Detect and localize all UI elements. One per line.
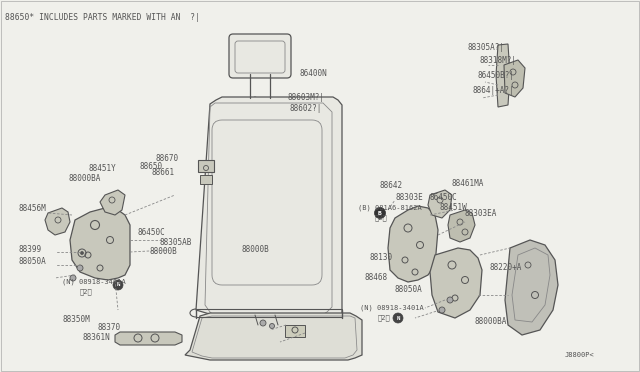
Polygon shape xyxy=(430,248,482,318)
Text: 88456M: 88456M xyxy=(18,203,45,212)
Circle shape xyxy=(393,313,403,323)
Text: 88602?|: 88602?| xyxy=(290,103,323,112)
Text: （2）: （2） xyxy=(375,215,388,221)
Text: 88370: 88370 xyxy=(97,324,120,333)
Text: 88650: 88650 xyxy=(140,161,163,170)
Polygon shape xyxy=(505,240,558,335)
Polygon shape xyxy=(388,206,438,282)
Circle shape xyxy=(262,100,266,106)
Text: 88000BA: 88000BA xyxy=(68,173,100,183)
Text: 88650* INCLUDES PARTS MARKED WITH AN  ?|: 88650* INCLUDES PARTS MARKED WITH AN ?| xyxy=(5,13,200,22)
Text: 88050A: 88050A xyxy=(395,285,423,295)
Polygon shape xyxy=(504,60,525,97)
Circle shape xyxy=(77,265,83,271)
Text: 88305AB: 88305AB xyxy=(160,237,193,247)
Text: 88451Y: 88451Y xyxy=(88,164,116,173)
Text: N: N xyxy=(116,282,120,288)
Bar xyxy=(198,160,214,172)
Text: 88350M: 88350M xyxy=(62,315,90,324)
Text: 86450B?|: 86450B?| xyxy=(478,71,515,80)
Text: 88361N: 88361N xyxy=(82,334,109,343)
Text: 8864|+A?|: 8864|+A?| xyxy=(473,86,515,94)
FancyBboxPatch shape xyxy=(229,34,291,78)
Text: 86450C: 86450C xyxy=(430,192,458,202)
Text: 88642: 88642 xyxy=(380,180,403,189)
Circle shape xyxy=(447,297,453,303)
Polygon shape xyxy=(70,208,130,280)
Text: 88468: 88468 xyxy=(365,273,388,282)
Circle shape xyxy=(252,97,258,103)
Text: 88318M?|: 88318M?| xyxy=(480,55,517,64)
Polygon shape xyxy=(100,190,125,215)
Polygon shape xyxy=(496,44,510,107)
Polygon shape xyxy=(196,97,342,320)
Text: 88000B: 88000B xyxy=(150,247,178,257)
Polygon shape xyxy=(448,210,475,242)
Circle shape xyxy=(260,320,266,326)
Text: 88451W: 88451W xyxy=(440,202,468,212)
Text: 88303EA: 88303EA xyxy=(465,208,497,218)
Text: 88461MA: 88461MA xyxy=(452,179,484,187)
Text: N: N xyxy=(396,315,399,321)
Text: 88000BA: 88000BA xyxy=(475,317,508,327)
Polygon shape xyxy=(428,190,452,218)
Text: (N) 08918-3401A: (N) 08918-3401A xyxy=(62,279,125,285)
Circle shape xyxy=(439,307,445,313)
Text: 88670: 88670 xyxy=(155,154,178,163)
Circle shape xyxy=(256,106,260,110)
Text: J8800P<: J8800P< xyxy=(565,352,595,358)
Text: （2）: （2） xyxy=(80,289,93,295)
Polygon shape xyxy=(185,313,362,360)
Text: B: B xyxy=(378,211,382,215)
Bar xyxy=(200,175,212,184)
Text: 88303E: 88303E xyxy=(396,192,424,202)
Text: 88399: 88399 xyxy=(18,246,41,254)
Circle shape xyxy=(113,280,123,290)
Circle shape xyxy=(269,324,275,328)
Text: （2）: （2） xyxy=(378,315,391,321)
Text: 88305A?|: 88305A?| xyxy=(468,42,505,51)
Text: (B) 081A6-8162A: (B) 081A6-8162A xyxy=(358,205,422,211)
Text: (N) 08918-3401A: (N) 08918-3401A xyxy=(360,305,424,311)
Text: 88220+A: 88220+A xyxy=(490,263,522,273)
Text: 88661: 88661 xyxy=(152,167,175,176)
Circle shape xyxy=(70,275,76,281)
Polygon shape xyxy=(45,208,70,235)
Text: 88603M?|: 88603M?| xyxy=(288,93,325,102)
Text: 86450C: 86450C xyxy=(138,228,166,237)
Circle shape xyxy=(374,208,385,218)
Text: 86400N: 86400N xyxy=(300,68,328,77)
Circle shape xyxy=(81,251,83,254)
Text: 88130: 88130 xyxy=(370,253,393,263)
Polygon shape xyxy=(115,332,182,345)
Text: 88000B: 88000B xyxy=(242,246,269,254)
Text: 88050A: 88050A xyxy=(18,257,45,266)
Bar xyxy=(285,325,305,337)
